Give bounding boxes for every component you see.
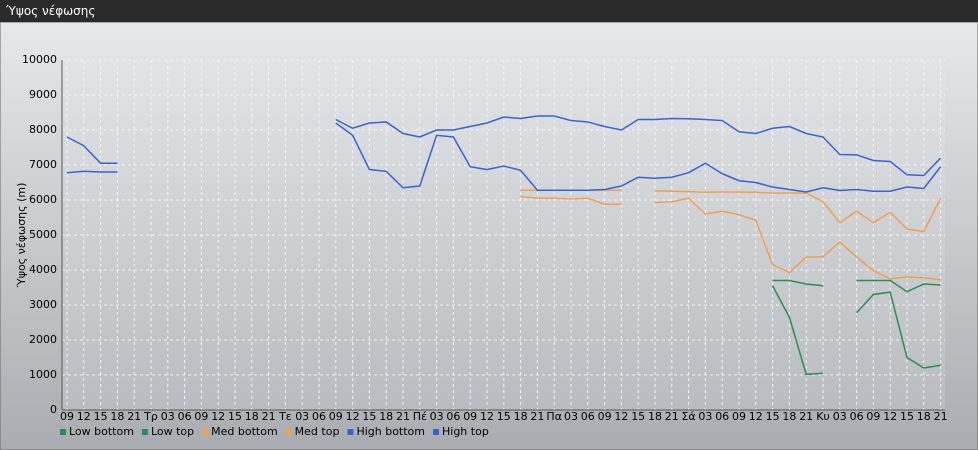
x-tick-label: 12: [883, 410, 897, 423]
x-tick-label: 03: [161, 410, 175, 423]
series-line: [520, 195, 941, 281]
legend-swatch: [347, 429, 354, 435]
y-axis-label: Ύψος νέφωσης (m): [15, 183, 28, 289]
x-tick-label: Κυ: [816, 410, 830, 423]
x-tick-label: 18: [514, 410, 528, 423]
series-line: [771, 285, 941, 376]
x-tick-label: 09: [329, 410, 343, 423]
chart: Ύψος νέφωσης (m) 0 1000 2000 3000 4000 5000 60…: [0, 22, 978, 450]
legend-swatch: [202, 429, 209, 435]
x-tick-label: 09: [732, 410, 746, 423]
legend-swatch: [141, 429, 148, 435]
x-tick-label: 21: [396, 410, 410, 423]
y-tick-label: 7000: [29, 158, 57, 171]
x-tick-label: 15: [94, 410, 108, 423]
x-tick-label: 06: [446, 410, 460, 423]
x-tick-label: Τε: [278, 410, 292, 423]
y-tick-label: 1000: [29, 368, 57, 381]
legend-label: High top: [442, 425, 489, 438]
y-tick-label: 10000: [22, 53, 57, 66]
x-tick-label: 06: [850, 410, 864, 423]
y-tick-label: 5000: [29, 228, 57, 241]
y-tick-label: 6000: [29, 193, 57, 206]
legend-swatch: [60, 429, 66, 435]
x-tick-label: 12: [749, 410, 763, 423]
x-tick-label: 03: [564, 410, 578, 423]
x-tick-label: 03: [295, 410, 309, 423]
y-tick-label: 2000: [29, 333, 57, 346]
x-tick-label: 09: [60, 410, 74, 423]
x-tick-label: Σά: [681, 410, 695, 423]
x-tick-label: 12: [480, 410, 494, 423]
x-tick-label: 18: [917, 410, 931, 423]
x-tick-label: 18: [648, 410, 662, 423]
x-tick-label: 06: [178, 410, 192, 423]
x-tick-label: 18: [110, 410, 124, 423]
x-tick-label: 09: [463, 410, 477, 423]
legend-label: Low bottom: [69, 425, 134, 438]
x-tick-label: 21: [934, 410, 948, 423]
legend-label: High bottom: [356, 425, 425, 438]
series-line: [772, 279, 941, 293]
series-line: [66, 122, 942, 193]
x-tick-label: 15: [497, 410, 511, 423]
x-tick-label: 21: [127, 410, 141, 423]
y-tick-label: 0: [50, 403, 57, 416]
x-tick-label: 06: [581, 410, 595, 423]
x-tick-label: 06: [312, 410, 326, 423]
x-tick-label: 03: [430, 410, 444, 423]
x-tick-label: Πα: [546, 410, 562, 423]
x-tick-label: 12: [614, 410, 628, 423]
x-tick-label: 06: [715, 410, 729, 423]
x-tick-label: 03: [698, 410, 712, 423]
x-tick-label: 18: [379, 410, 393, 423]
x-tick-label: 21: [262, 410, 276, 423]
x-tick-label: 18: [245, 410, 259, 423]
x-tick-label: 12: [211, 410, 225, 423]
x-tick-label: 15: [631, 410, 645, 423]
x-tick-label: 15: [228, 410, 242, 423]
x-tick-label: 12: [77, 410, 91, 423]
x-tick-label: 15: [900, 410, 914, 423]
y-tick-label: 3000: [29, 298, 57, 311]
x-tick-label: 03: [833, 410, 847, 423]
x-tick-label: 09: [598, 410, 612, 423]
window-title: Ύψος νέφωσης: [0, 0, 978, 22]
y-tick-label: 4000: [29, 263, 57, 276]
series-line: [66, 115, 942, 177]
x-tick-label: Τρ: [143, 410, 158, 423]
x-tick-label: Πέ: [413, 410, 427, 423]
legend-label: Med bottom: [211, 425, 278, 438]
x-tick-label: 21: [530, 410, 544, 423]
x-tick-label: 09: [194, 410, 208, 423]
legend-swatch: [433, 429, 439, 435]
x-tick-label: 09: [866, 410, 880, 423]
x-tick-label: 21: [799, 410, 813, 423]
x-tick-label: 18: [782, 410, 796, 423]
legend-label: Med top: [295, 425, 340, 438]
x-tick-label: 21: [665, 410, 679, 423]
x-tick-label: 15: [766, 410, 780, 423]
legend-swatch: [285, 429, 292, 435]
x-tick-label: 12: [346, 410, 360, 423]
y-tick-label: 9000: [29, 88, 57, 101]
x-tick-label: 15: [362, 410, 376, 423]
legend-label: Low top: [151, 425, 194, 438]
y-tick-label: 8000: [29, 123, 57, 136]
